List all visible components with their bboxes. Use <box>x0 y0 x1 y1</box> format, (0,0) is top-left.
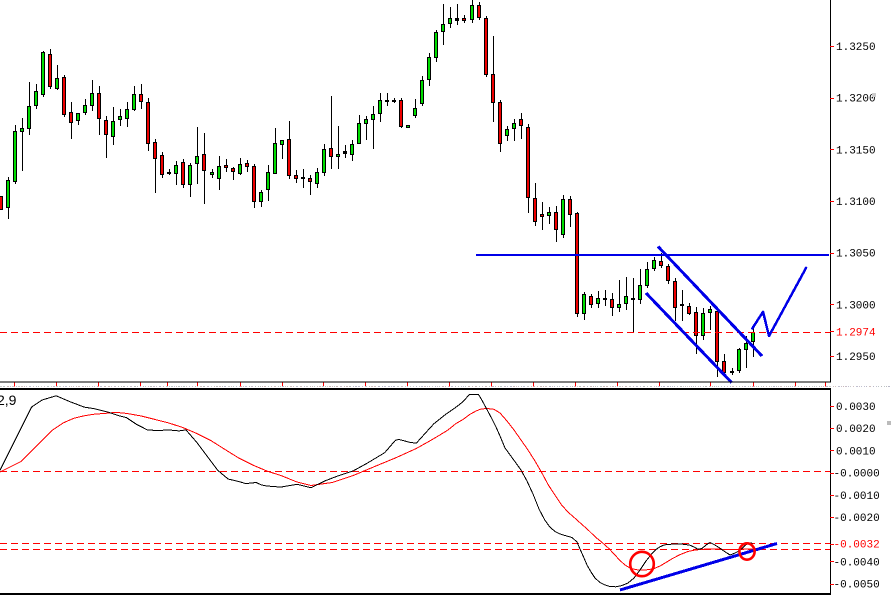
svg-text:-0.0040: -0.0040 <box>834 557 880 569</box>
svg-text:-0.0010: -0.0010 <box>834 491 880 503</box>
svg-text:2,9: 2,9 <box>0 392 17 408</box>
svg-text:1.3050: 1.3050 <box>836 249 876 261</box>
svg-text:-0.0000: -0.0000 <box>834 469 880 481</box>
svg-text:1.3150: 1.3150 <box>836 145 876 157</box>
svg-text:-0.0050: -0.0050 <box>834 580 880 592</box>
svg-text:0.0010: 0.0010 <box>836 446 876 458</box>
svg-text:0.0030: 0.0030 <box>836 402 876 414</box>
svg-text:1.2950: 1.2950 <box>836 352 876 364</box>
svg-text:1.3200: 1.3200 <box>836 94 876 106</box>
svg-text:1.2974: 1.2974 <box>836 327 876 339</box>
svg-text:1.3250: 1.3250 <box>836 42 876 54</box>
svg-text:1.3100: 1.3100 <box>836 197 876 209</box>
svg-text:1.3000: 1.3000 <box>836 300 876 312</box>
svg-text:-0.0020: -0.0020 <box>834 513 880 525</box>
svg-text:-0.0032: -0.0032 <box>834 540 880 552</box>
svg-text:0.0020: 0.0020 <box>836 424 876 436</box>
